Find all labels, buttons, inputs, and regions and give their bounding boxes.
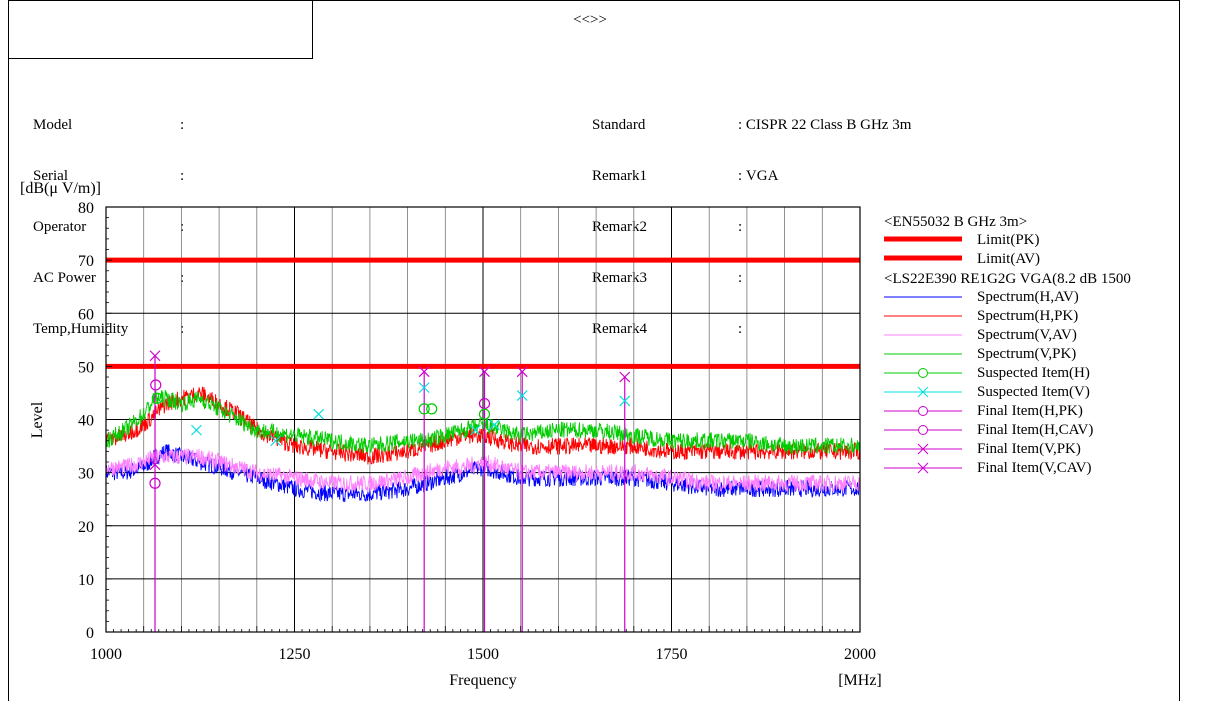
x-tick-label: 1750: [656, 646, 688, 663]
info-row: Temp,Humidity:: [33, 321, 185, 337]
legend-marker-circle: [918, 406, 928, 416]
info-right: Standard: CISPR 22 Class B GHz 3m Remark…: [592, 83, 911, 355]
x-axis-label: Frequency: [449, 672, 517, 689]
x-tick-label: 2000: [844, 646, 876, 663]
series-line: [105, 448, 861, 493]
marker-cross: [619, 395, 631, 407]
legend-marker-cross: [917, 386, 929, 398]
x-tick-label: 1500: [467, 646, 499, 663]
marker-circle: [478, 397, 491, 410]
legend-label: Spectrum(H,AV): [977, 289, 1079, 305]
y-tick-label: 60: [78, 306, 94, 323]
legend-label: Spectrum(V,PK): [977, 346, 1076, 362]
marker-circle: [478, 408, 491, 420]
legend-label: Suspected Item(H): [977, 365, 1090, 381]
marker-circle: [149, 477, 161, 489]
y-tick-label: 50: [78, 359, 94, 376]
info-row: Operator:: [33, 219, 185, 235]
marker-circle: [418, 403, 430, 415]
info-row: Remark2:: [592, 219, 743, 235]
y-tick-label: 40: [78, 413, 94, 430]
x-unit-label: [MHz]: [838, 672, 882, 689]
series-line: [105, 444, 861, 503]
y-tick-label: 30: [78, 466, 94, 483]
legend-label: Final Item(H,PK): [977, 403, 1083, 419]
y-tick-label: 0: [86, 625, 94, 642]
info-row: AC Power:: [33, 270, 185, 286]
legend-marker-circle: [918, 368, 928, 378]
series-line: [105, 386, 861, 465]
info-row: Model:: [33, 117, 185, 133]
x-tick-label: 1000: [90, 646, 122, 663]
marker-cross: [270, 435, 282, 447]
info-row: Serial:: [33, 168, 185, 184]
legend-label: Limit(PK): [977, 232, 1040, 248]
legend-marker-cross: [917, 462, 929, 474]
legend-label: Spectrum(V,AV): [977, 327, 1077, 343]
marker-cross: [516, 366, 528, 378]
info-row: Remark3:: [592, 270, 743, 286]
report-frame: [8, 0, 1180, 701]
legend-marker-circle: [918, 425, 928, 435]
legend-label: Final Item(H,CAV): [977, 422, 1093, 438]
legend-label: Spectrum(H,PK): [977, 308, 1078, 324]
marker-cross: [488, 419, 500, 431]
marker-cross: [418, 366, 430, 378]
axis-ticks: 1000 1250 1500 1750 2000 0 10 20 30 40 50 60 70 80: [78, 200, 876, 663]
spectrum-series: [105, 386, 861, 503]
marker-cross: [149, 459, 161, 471]
marker-cross: [149, 350, 161, 362]
legend-marker-cross: [917, 443, 929, 455]
limit-lines: [106, 257, 860, 369]
info-row: Remark1: VGA: [592, 168, 779, 184]
marker-cross: [619, 371, 631, 383]
x-tick-label: 1250: [279, 646, 311, 663]
info-row: Remark4:: [592, 321, 743, 337]
legend-group-title: <EN55032 B GHz 3m>: [884, 214, 1027, 230]
item-markers: [149, 350, 631, 489]
y-tick-label: 20: [78, 519, 94, 536]
legend-label: Suspected Item(V): [977, 384, 1090, 400]
title-box: [8, 0, 313, 59]
y-tick-label: 80: [78, 200, 94, 217]
marker-cross: [470, 424, 481, 436]
marker-circle: [151, 392, 163, 404]
marker-circle: [426, 403, 438, 415]
spike-lines: [154, 355, 626, 632]
y-tick-label: 10: [78, 572, 94, 589]
marker-cross: [479, 366, 490, 378]
y-tick-label: 70: [78, 253, 94, 270]
legend-label: Final Item(V,CAV): [977, 460, 1091, 476]
marker-circle: [150, 379, 162, 391]
legend: <EN55032 B GHz 3m> Limit(PK) Limit(AV) <LS2…: [884, 214, 1131, 476]
info-row: Standard: CISPR 22 Class B GHz 3m: [592, 117, 912, 133]
legend-label: Final Item(V,PK): [977, 441, 1081, 457]
info-left: Model: Serial: Operator: AC Power: Temp,…: [33, 83, 184, 355]
legend-label: Limit(AV): [977, 251, 1040, 267]
marker-cross: [516, 390, 528, 402]
marker-cross: [313, 408, 325, 420]
y-unit-label: [dB(μ V/m)]: [20, 180, 101, 197]
y-axis-label: Level: [29, 401, 46, 438]
marker-cross: [191, 424, 202, 436]
legend-group-title: <LS22E390 RE1G2G VGA(8.2 dB 1500: [884, 271, 1131, 287]
marker-cross: [418, 382, 430, 394]
report-title: <<>>: [573, 12, 607, 28]
